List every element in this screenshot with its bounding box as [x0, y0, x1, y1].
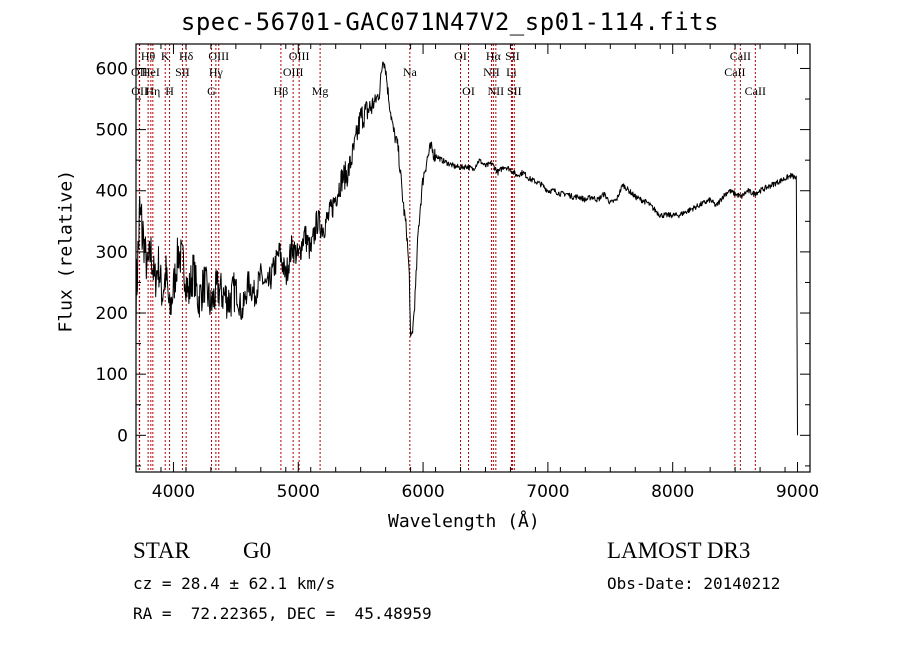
line-label: OIII [289, 49, 310, 63]
line-label: CaII [730, 49, 751, 63]
line-markers [138, 44, 756, 472]
plot-frame [135, 43, 811, 473]
line-label: OIII [208, 49, 229, 63]
x-tick-label: 8000 [651, 482, 694, 502]
obs-date-text: Obs-Date: 20140212 [607, 574, 781, 593]
spectrum-series [135, 61, 798, 436]
line-label: SII [507, 84, 522, 98]
line-label: OII [131, 65, 148, 79]
line-label: OIII [283, 65, 304, 79]
line-label: OI [462, 84, 475, 98]
object-class: STAR [133, 538, 190, 563]
line-label: Hγ [209, 65, 224, 79]
line-label: Hθ [141, 49, 156, 63]
x-tick-label: 4000 [152, 482, 195, 502]
line-label: Na [403, 65, 418, 79]
axes: 4000 5000 6000 7000 8000 9000 0 100 200 300 400 500… [96, 44, 819, 502]
line-label: Hη [145, 84, 160, 98]
line-label: SII [175, 65, 190, 79]
y-axis-label: Flux (relative) [55, 169, 77, 333]
y-tick-label: 400 [96, 182, 128, 202]
x-tick-label: 7000 [526, 482, 569, 502]
line-label: Li [506, 65, 517, 79]
y-tick-label: 500 [96, 121, 128, 141]
y-tick-label: 300 [96, 243, 128, 263]
line-label: Hβ [274, 84, 289, 98]
line-label: K [161, 49, 170, 63]
y-tick-label: 200 [96, 304, 128, 324]
redshift-text: cz = 28.4 ± 62.1 km/s [133, 574, 336, 593]
y-tick-label: 100 [96, 365, 128, 385]
line-label: G [207, 84, 216, 98]
line-label: CaII [724, 65, 745, 79]
coordinates-text: RA = 72.22365, DEC = 45.48959 [133, 604, 432, 623]
x-tick-label: 5000 [277, 482, 320, 502]
chart-title: spec-56701-GAC071N47V2_sp01-114.fits [180, 8, 720, 36]
x-tick-label: 9000 [776, 482, 819, 502]
y-tick-label: 0 [117, 426, 128, 446]
y-tick-label: 600 [96, 59, 128, 79]
line-label: Hα [486, 49, 502, 63]
line-label: Hδ [179, 49, 194, 63]
line-label: CaII [745, 84, 766, 98]
line-label: Mg [312, 84, 329, 98]
line-label: SII [505, 49, 520, 63]
spectrum-line [135, 61, 798, 436]
line-label: H [165, 84, 174, 98]
line-label: NII [488, 84, 505, 98]
line-label: HeI [142, 65, 160, 79]
line-label: OI [454, 49, 467, 63]
object-subclass: G0 [243, 538, 272, 563]
line-label: OII [131, 84, 148, 98]
x-axis-label: Wavelength (Å) [388, 511, 540, 532]
line-label: NII [483, 65, 500, 79]
x-tick-label: 6000 [401, 482, 444, 502]
survey-label: LAMOST DR3 [607, 538, 751, 563]
